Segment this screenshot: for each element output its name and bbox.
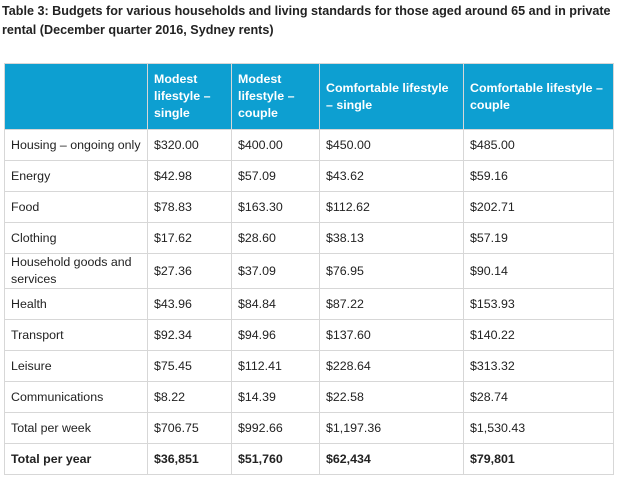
table-row: Housing – ongoing only $320.00 $400.00 $… [4,129,614,161]
table-cell: $57.09 [231,160,320,192]
table-cell: $17.62 [147,222,232,254]
table-row: Health $43.96 $84.84 $87.22 $153.93 [4,288,614,320]
table-cell: $1,530.43 [463,412,614,444]
table-cell: $92.34 [147,319,232,351]
table-cell: $706.75 [147,412,232,444]
header-cell-modest-single: Modest lifestyle – single [147,63,232,130]
table-cell: $42.98 [147,160,232,192]
row-label: Health [4,288,148,320]
table-cell: $36,851 [147,443,232,475]
table-cell: $153.93 [463,288,614,320]
table-cell: $27.36 [147,253,232,289]
table-row: Transport $92.34 $94.96 $137.60 $140.22 [4,319,614,351]
table-cell: $14.39 [231,381,320,413]
table-cell: $59.16 [463,160,614,192]
table-cell: $78.83 [147,191,232,223]
header-cell-category [4,63,148,130]
row-label: Clothing [4,222,148,254]
total-week-row: Total per week $706.75 $992.66 $1,197.36… [4,412,614,444]
table-cell: $79,801 [463,443,614,475]
table-cell: $8.22 [147,381,232,413]
table-row: Communications $8.22 $14.39 $22.58 $28.7… [4,381,614,413]
table-cell: $163.30 [231,191,320,223]
table-cell: $62,434 [319,443,464,475]
table-cell: $51,760 [231,443,320,475]
table-row: Clothing $17.62 $28.60 $38.13 $57.19 [4,222,614,254]
row-label: Total per year [4,443,148,475]
table-cell: $992.66 [231,412,320,444]
table-cell: $94.96 [231,319,320,351]
row-label: Food [4,191,148,223]
row-label: Household goods and services [4,253,148,289]
row-label: Energy [4,160,148,192]
table-cell: $75.45 [147,350,232,382]
table-cell: $112.62 [319,191,464,223]
table-cell: $140.22 [463,319,614,351]
table-cell: $22.58 [319,381,464,413]
table-cell: $57.19 [463,222,614,254]
table-cell: $320.00 [147,129,232,161]
header-cell-comfortable-couple: Comfortable lifestyle – couple [463,63,614,130]
table-row: Leisure $75.45 $112.41 $228.64 $313.32 [4,350,614,382]
row-label: Total per week [4,412,148,444]
header-cell-comfortable-single: Comfortable lifestyle – single [319,63,464,130]
table-cell: $84.84 [231,288,320,320]
row-label: Leisure [4,350,148,382]
table-cell: $202.71 [463,191,614,223]
row-label: Transport [4,319,148,351]
table-cell: $313.32 [463,350,614,382]
table-caption: Table 3: Budgets for various households … [2,4,611,37]
table-cell: $43.96 [147,288,232,320]
budget-table: Modest lifestyle – single Modest lifesty… [4,63,614,475]
table-cell: $90.14 [463,253,614,289]
table-cell: $450.00 [319,129,464,161]
total-year-row: Total per year $36,851 $51,760 $62,434 $… [4,443,614,475]
table-cell: $137.60 [319,319,464,351]
table-cell: $87.22 [319,288,464,320]
table-cell: $76.95 [319,253,464,289]
table-cell: $112.41 [231,350,320,382]
header-row: Modest lifestyle – single Modest lifesty… [4,63,614,130]
table-row: Household goods and services $27.36 $37.… [4,253,614,289]
table-cell: $43.62 [319,160,464,192]
table-cell: $400.00 [231,129,320,161]
row-label: Housing – ongoing only [4,129,148,161]
table-cell: $28.60 [231,222,320,254]
row-label: Communications [4,381,148,413]
table-cell: $28.74 [463,381,614,413]
table-cell: $37.09 [231,253,320,289]
table-row: Food $78.83 $163.30 $112.62 $202.71 [4,191,614,223]
table-row: Energy $42.98 $57.09 $43.62 $59.16 [4,160,614,192]
header-cell-modest-couple: Modest lifestyle – couple [231,63,320,130]
table-cell: $485.00 [463,129,614,161]
table-cell: $38.13 [319,222,464,254]
table-cell: $228.64 [319,350,464,382]
table-cell: $1,197.36 [319,412,464,444]
